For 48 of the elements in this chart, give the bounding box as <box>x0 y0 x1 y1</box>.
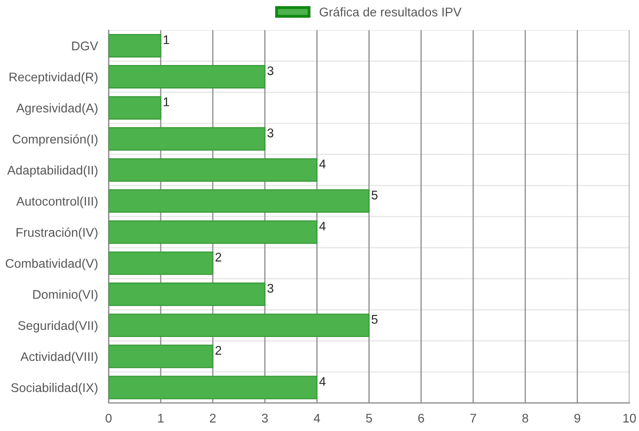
x-tick-label: 2 <box>210 414 216 422</box>
y-tick-label: Actividad(VIII) <box>20 352 98 364</box>
bar <box>108 96 162 120</box>
y-tick-label: Dominio(VI) <box>33 290 98 302</box>
bar <box>108 220 318 244</box>
bar <box>108 314 370 338</box>
data-label: 4 <box>319 222 326 230</box>
x-tick-label: 4 <box>314 414 320 422</box>
x-tick-label: 8 <box>522 414 528 423</box>
bar <box>108 127 266 151</box>
bar <box>108 158 318 182</box>
x-tick-label: 6 <box>418 414 424 423</box>
x-tick-label: 3 <box>262 414 268 423</box>
bar <box>108 251 214 275</box>
bar <box>108 65 266 89</box>
y-tick-label: Frustración(IV) <box>16 228 98 240</box>
data-label: 1 <box>164 98 170 106</box>
data-label: 2 <box>216 346 222 355</box>
data-label: 1 <box>164 35 170 44</box>
y-tick-label: Sociabilidad(IX) <box>11 382 98 395</box>
bar <box>108 344 214 368</box>
y-tick-label: Combatividad(V) <box>6 258 98 270</box>
x-tick-label: 10 <box>623 414 636 423</box>
data-label: 5 <box>372 315 378 324</box>
data-label: 5 <box>372 190 378 200</box>
y-tick-label: Comprensión(I) <box>12 134 98 146</box>
bar <box>108 282 266 306</box>
y-tick-label: Seguridad(VII) <box>18 320 98 332</box>
y-tick-label: Receptividad(R) <box>10 72 98 84</box>
x-tick-label: 9 <box>574 414 580 423</box>
y-tick-label: DGV <box>72 42 98 50</box>
legend-label: Gráfica de resultados IPV <box>320 7 462 16</box>
x-tick-label: 7 <box>470 414 476 422</box>
bar <box>108 34 162 58</box>
x-tick-label: 1 <box>158 414 164 422</box>
x-tick-label: 5 <box>366 414 372 423</box>
data-label: 3 <box>267 284 274 293</box>
data-label: 4 <box>319 377 326 386</box>
data-label: 2 <box>216 252 222 262</box>
data-label: 3 <box>267 128 274 138</box>
x-tick-label: 0 <box>106 414 112 423</box>
bar <box>108 189 370 213</box>
y-tick-label: Autocontrol(III) <box>16 196 98 208</box>
data-label: 4 <box>319 160 326 168</box>
data-label: 3 <box>267 66 274 76</box>
bar <box>108 376 318 400</box>
y-tick-label: Adaptabilidad(II) <box>7 165 98 178</box>
y-tick-label: Agresividad(A) <box>16 103 98 115</box>
